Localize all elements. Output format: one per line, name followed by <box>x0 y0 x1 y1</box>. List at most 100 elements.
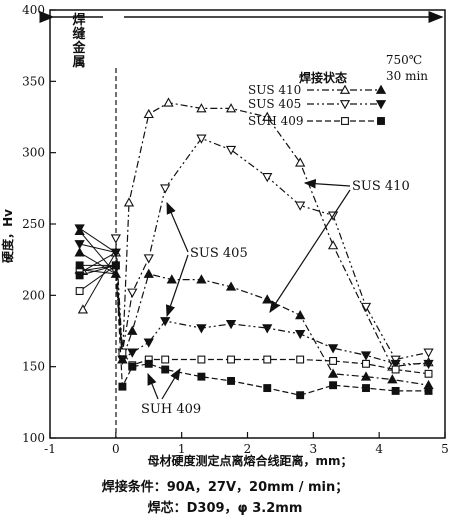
data-point <box>360 302 372 313</box>
legend-marker <box>375 100 387 110</box>
data-point <box>75 271 84 280</box>
annotation-suh409-leader-1 <box>147 372 159 400</box>
data-point <box>329 381 338 390</box>
data-point <box>196 103 207 113</box>
data-point <box>111 261 120 270</box>
data-point <box>262 324 273 334</box>
data-point <box>295 329 306 340</box>
data-point <box>391 386 400 395</box>
data-point <box>143 108 154 119</box>
data-point <box>123 197 135 207</box>
x-tick-label: 0 <box>112 442 120 456</box>
legend-label: SUS 410 <box>248 83 301 97</box>
data-point <box>360 371 372 381</box>
x-tick-label: -1 <box>44 442 56 456</box>
annotation-suh409: SUH 409 <box>141 402 201 417</box>
data-point <box>196 274 207 284</box>
y-tick-label: 150 <box>22 360 45 374</box>
y-tick-labels: 100 150 200 250 300 350 400 <box>22 3 45 445</box>
data-point <box>118 382 127 391</box>
weld-metal-label-char: 缝 <box>72 26 85 42</box>
weld-connector <box>79 264 117 292</box>
annotation-sus405-leader-2 <box>165 254 189 318</box>
weld-connector <box>79 264 116 272</box>
y-tick-label: 300 <box>22 146 45 160</box>
data-point <box>296 391 305 400</box>
data-point <box>196 134 207 144</box>
y-tick-label: 100 <box>22 431 45 445</box>
legend-header-condition: 焊接状态 <box>299 70 347 85</box>
x-tick-label: 4 <box>375 442 383 456</box>
data-point <box>295 309 306 320</box>
x-tick-label: 5 <box>441 442 449 456</box>
legend-header-time: 30 min <box>386 69 428 83</box>
legend-label: SUH 409 <box>248 114 304 128</box>
x-axis-label: 母材硬度测定点离熔合线距离，mm； <box>147 453 352 468</box>
data-point <box>225 145 237 156</box>
data-point <box>262 111 273 121</box>
data-point <box>329 357 338 365</box>
legend-marker <box>375 84 387 94</box>
data-point <box>360 351 372 361</box>
annotation-sus405: SUS 405 <box>190 246 248 261</box>
data-point <box>295 157 306 167</box>
data-point <box>160 317 171 327</box>
weld-connector <box>79 227 117 253</box>
data-point <box>327 368 339 378</box>
series-3 <box>74 224 434 370</box>
data-point <box>74 224 85 234</box>
data-point <box>423 359 434 370</box>
data-point <box>391 365 400 374</box>
annotation-sus410-leader-1 <box>303 178 351 189</box>
y-tick-label: 400 <box>22 3 45 17</box>
data-point <box>225 103 237 113</box>
data-point <box>161 365 170 374</box>
data-point <box>143 338 154 348</box>
weld-metal-label-char: 属 <box>72 55 85 70</box>
weld-metal-label-char: 焊 <box>72 12 85 28</box>
annotation-suh409-leader-2 <box>161 367 181 400</box>
data-point <box>196 324 207 334</box>
weld-connector <box>79 264 116 276</box>
x-tick-label: 2 <box>244 442 252 456</box>
legend-marker <box>339 100 351 110</box>
x-tick-label: 3 <box>310 442 318 456</box>
weld-connector <box>82 252 117 272</box>
weld-connector <box>82 252 117 310</box>
x-tick-labels: -1 0 1 2 3 4 5 <box>44 442 449 456</box>
data-point <box>160 184 171 194</box>
weld-metal-label-char: 金 <box>71 40 86 56</box>
data-point <box>327 240 339 250</box>
data-point <box>161 355 170 364</box>
data-point <box>424 386 433 395</box>
series-2 <box>110 134 434 365</box>
legend-marker <box>339 84 351 94</box>
legend-label: SUS 405 <box>248 97 301 111</box>
y-tick-label: 200 <box>22 288 45 302</box>
data-point <box>227 355 235 364</box>
weld-connector <box>79 243 116 254</box>
data-point <box>423 348 434 358</box>
data-point <box>327 344 339 354</box>
data-point <box>387 374 398 384</box>
series-layer <box>74 97 434 400</box>
data-point <box>75 287 84 296</box>
data-point <box>74 247 85 257</box>
data-point <box>143 268 154 278</box>
data-point <box>263 384 272 393</box>
x-tick-label: 1 <box>178 442 186 456</box>
data-point <box>197 355 206 364</box>
data-point <box>225 281 237 291</box>
data-point <box>424 369 433 378</box>
data-point <box>74 240 85 250</box>
legend-marker <box>377 117 385 125</box>
data-point <box>127 325 138 335</box>
data-point <box>144 359 153 368</box>
data-point <box>110 248 121 258</box>
data-point <box>128 362 137 371</box>
data-point <box>166 274 177 284</box>
data-point <box>225 319 237 330</box>
